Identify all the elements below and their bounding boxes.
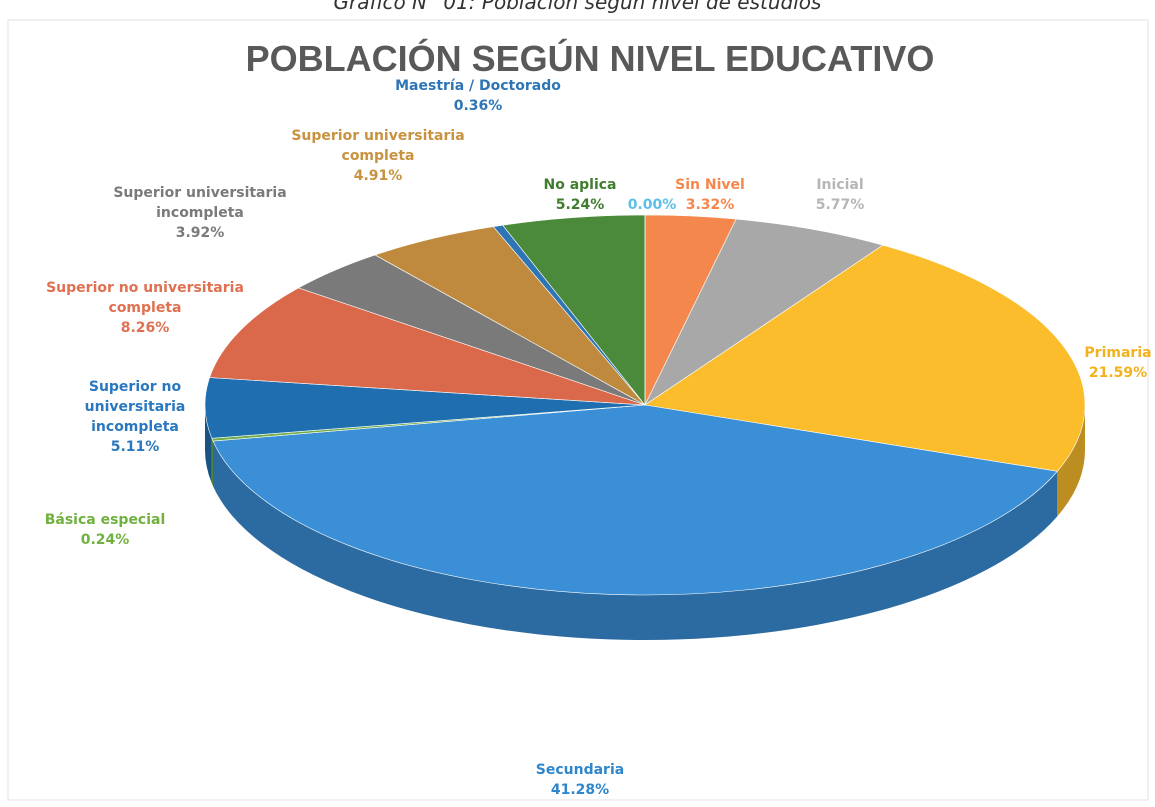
slice-side: [213, 441, 1058, 640]
chart-title: POBLACIÓN SEGÚN NIVEL EDUCATIVO: [245, 38, 935, 79]
label-name: Superior universitaria completa: [291, 128, 465, 164]
data-label: 0.00%: [617, 195, 687, 215]
label-value: 3.32%: [685, 197, 735, 213]
data-label: Primaria 21.59%: [1073, 343, 1155, 383]
label-name: Superior universitaria incompleta: [113, 185, 287, 221]
slice: [644, 244, 1086, 472]
label-name: Inicial: [816, 177, 864, 193]
slice: [644, 218, 884, 406]
label-value: 21.59%: [1088, 365, 1148, 381]
label-value: 41.28%: [550, 782, 610, 798]
data-label: Superior no universitaria incompleta 5.11…: [65, 377, 205, 457]
slice-side: [211, 438, 214, 487]
label-name: Básica especial: [44, 512, 166, 528]
slice: [212, 404, 1058, 596]
label-name: Maestría / Doctorado: [395, 78, 561, 94]
label-name: Primaria: [1084, 345, 1152, 361]
data-label: No aplica 5.24%: [530, 175, 630, 215]
data-label: Básica especial 0.24%: [30, 510, 180, 550]
label-name: Superior no universitaria completa: [46, 280, 244, 316]
label-name: Superior no universitaria incompleta: [84, 379, 186, 435]
label-value: 8.26%: [120, 320, 170, 336]
label-name: Secundaria: [535, 762, 625, 778]
label-value: 5.11%: [110, 439, 160, 455]
data-label: Superior universitaria completa 4.91%: [278, 126, 478, 186]
label-value: 3.92%: [175, 225, 225, 241]
slice: [209, 287, 646, 406]
label-value: 5.77%: [815, 197, 865, 213]
label-value: 0.36%: [453, 98, 503, 114]
slice: [502, 214, 646, 406]
label-name: Sin Nivel: [675, 177, 745, 193]
slice-side: [1057, 405, 1085, 517]
label-value: 5.24%: [555, 197, 605, 213]
label-value: 0.24%: [80, 532, 130, 548]
data-label: Maestría / Doctorado 0.36%: [378, 76, 578, 116]
data-label: Superior no universitaria completa 8.26%: [30, 278, 260, 338]
chart-frame: [7, 19, 1149, 801]
data-label: Superior universitaria incompleta 3.92%: [95, 183, 305, 243]
data-label: Sin Nivel 3.32%: [655, 175, 765, 215]
caption: Gráfico N° 01: Población según nivel de …: [333, 0, 822, 14]
label-name: No aplica: [543, 177, 617, 193]
data-label: Secundaria 41.28%: [510, 760, 650, 800]
slice-side: [205, 405, 212, 484]
label-value: 0.00%: [627, 197, 677, 213]
label-value: 4.91%: [353, 168, 403, 184]
data-label: Inicial 5.77%: [795, 175, 885, 215]
slice: [204, 377, 646, 439]
